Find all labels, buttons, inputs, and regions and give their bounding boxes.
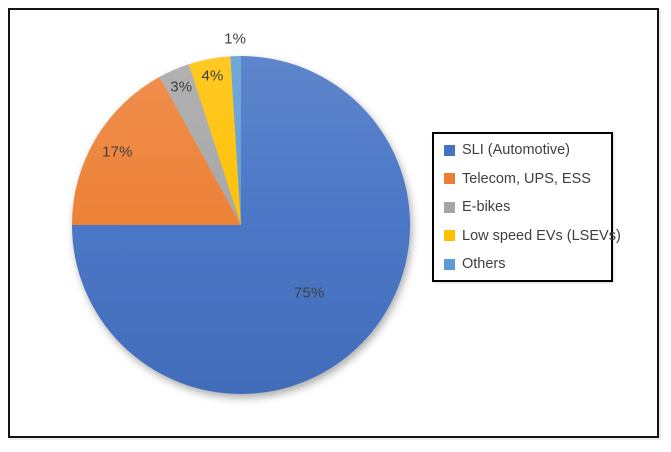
pie-slices (72, 55, 410, 394)
legend: SLI (Automotive) Telecom, UPS, ESS E-bik… (432, 132, 621, 282)
legend-item-sli-automotive: SLI (Automotive) (444, 142, 607, 158)
legend-swatch-icon (444, 144, 455, 156)
legend-swatch-icon (444, 173, 455, 184)
chart-outer-border (8, 8, 659, 438)
legend-swatch-icon (444, 230, 455, 241)
legend-item-e-bikes: E-bikes (444, 199, 607, 215)
legend-item-telecom-ups-ess: Telecom, UPS, ESS (444, 170, 607, 187)
legend-label: Telecom, UPS, ESS (462, 170, 591, 187)
legend-label: E-bikes (462, 199, 511, 215)
legend-item-others: Others (444, 256, 607, 272)
legend-swatch-icon (444, 201, 455, 213)
legend-label: Others (462, 256, 506, 272)
legend-item-low-speed-evs-lsevs: Low speed EVs (LSEVs) (444, 228, 621, 244)
legend-label: Low speed EVs (LSEVs) (462, 227, 621, 244)
legend-swatch-icon (444, 258, 455, 270)
pie-gloss-overlay (72, 56, 410, 394)
legend-label: SLI (Automotive) (462, 142, 570, 158)
